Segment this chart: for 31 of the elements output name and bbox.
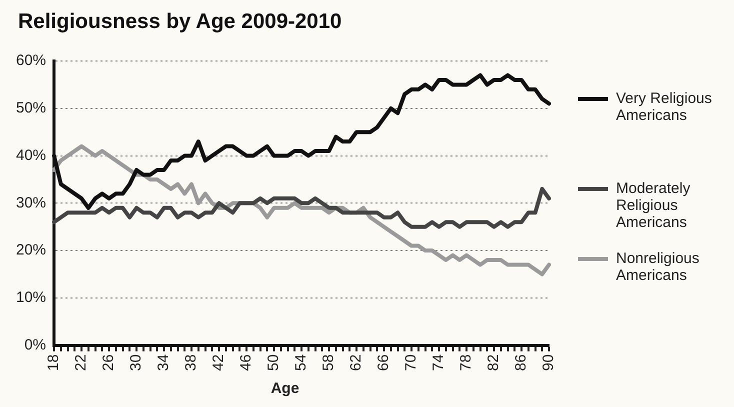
y-tick-label: 10%	[16, 289, 46, 306]
x-tick-label: 70	[402, 354, 420, 372]
x-tick-label: 66	[375, 354, 392, 372]
y-tick-label: 50%	[16, 100, 46, 117]
legend-label: Very Religious Americans	[616, 90, 713, 124]
x-tick-label: 78	[458, 354, 475, 372]
x-tick-label: 54	[292, 354, 310, 372]
y-tick-label: 20%	[16, 242, 46, 259]
x-tick-label: 18	[45, 354, 62, 372]
x-tick-label: 46	[238, 354, 255, 372]
x-tick-label: 26	[100, 354, 118, 372]
legend-label: Nonreligious Americans	[616, 250, 700, 284]
x-tick-label: 50	[265, 354, 282, 372]
x-tick-label: 58	[320, 354, 338, 372]
x-tick-label: 82	[485, 354, 502, 372]
x-tick-label: 74	[430, 354, 448, 372]
chart-title: Religiousness by Age 2009-2010	[18, 10, 342, 34]
x-tick-label: 86	[512, 354, 530, 372]
y-tick-label: 0%	[24, 336, 46, 354]
y-tick-label: 40%	[16, 146, 46, 164]
x-tick-label: 22	[72, 354, 90, 372]
x-tick-label: 62	[348, 354, 365, 372]
x-tick-label: 34	[155, 354, 172, 372]
x-tick-label: 42	[210, 354, 228, 372]
y-tick-label: 60%	[16, 52, 46, 70]
legend-label: Moderately Religious Americans	[616, 180, 692, 231]
x-tick-label: 90	[540, 354, 558, 372]
x-tick-label: 30	[128, 354, 145, 372]
x-tick-label: 38	[182, 354, 200, 372]
y-tick-label: 30%	[16, 194, 46, 212]
x-axis-title: Age	[270, 380, 300, 397]
